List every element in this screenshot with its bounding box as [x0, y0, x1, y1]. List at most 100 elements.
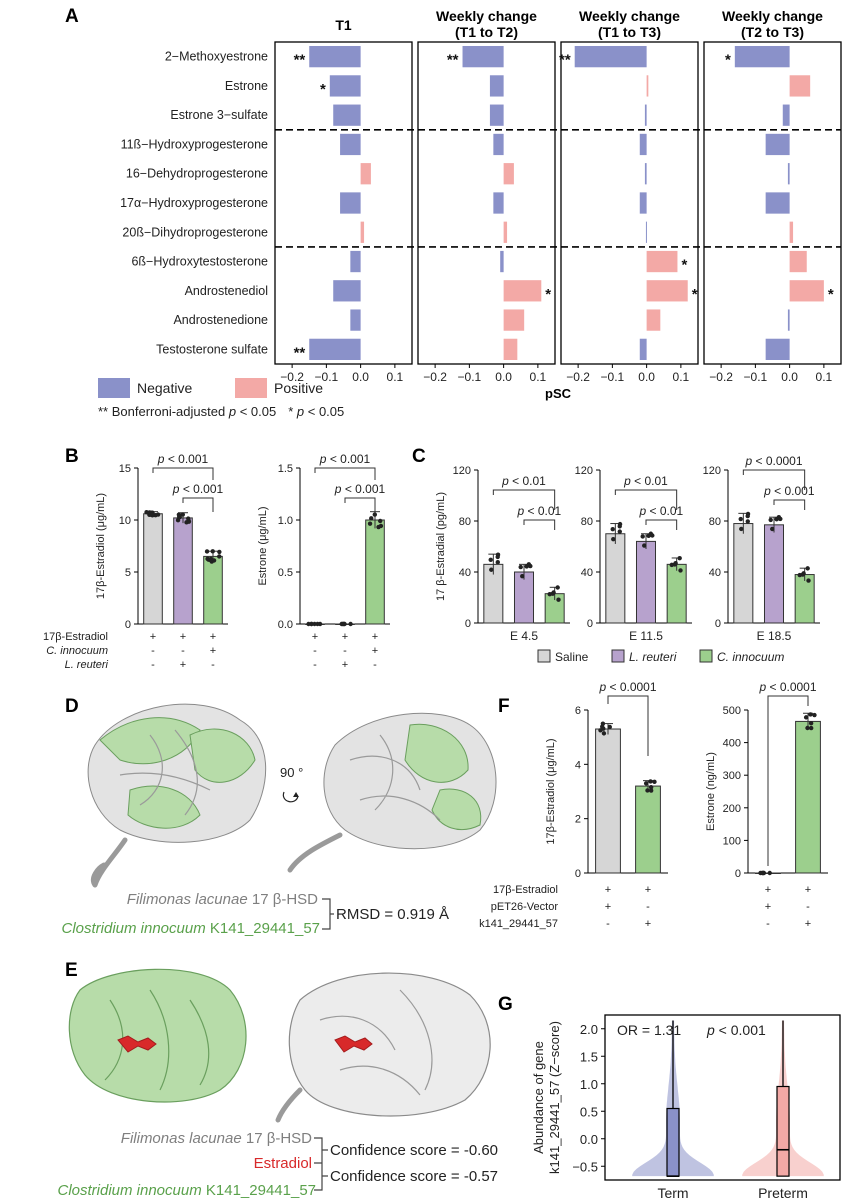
- panel-b2-dot-0-4: [309, 621, 314, 627]
- panel-f-rowlabel-2: k141_29441_57: [479, 918, 558, 930]
- panel-b2-p0-bracket: [314, 467, 376, 480]
- panel-b1-p1-p-italic: p: [172, 482, 180, 496]
- panel-a-ticklabel-2-2: 0.0: [638, 370, 655, 384]
- panel-c-1-yticklabel-2: 80: [581, 516, 593, 528]
- panel-f2-p0-bracket: [767, 695, 809, 866]
- panel-c-1-dot-1-0: [640, 534, 645, 539]
- panel-b2-sign-0-1: +: [342, 631, 348, 643]
- rotate-arrowhead-icon: [293, 792, 299, 797]
- footnote-p1: p: [228, 404, 236, 419]
- panel-b1-p0-pvalue: p < 0.001: [157, 452, 209, 466]
- panel-a-bar-3-7: [789, 250, 807, 273]
- panel-a-legend: Negative Positive ** Bonferroni-adjusted…: [98, 378, 344, 419]
- panel-c-cat-1: E 11.5: [629, 629, 663, 643]
- bracket-d: [322, 898, 334, 930]
- panel-c-legend-label-0: Saline: [555, 650, 589, 664]
- panel-c-1-p0-p-rest: < 0.01: [631, 474, 668, 488]
- panel-c-2-yticklabel-3: 120: [703, 465, 721, 477]
- panel-f1-dot-1-4: [643, 781, 649, 786]
- panel-f2-yticklabel-1: 100: [723, 835, 741, 847]
- panel-c-0-p0-p-rest: < 0.01: [509, 474, 546, 488]
- panel-b1-bar-2: [203, 555, 223, 625]
- panel-f2-dot-0-5: [760, 870, 765, 876]
- panel-g-ylabel-1: Abundance of gene: [531, 1041, 546, 1154]
- panel-f1-dot-0-1: [601, 731, 607, 736]
- panel-b2-sign-0-2: +: [372, 631, 378, 643]
- panel-c-1-p0-p-italic: p: [623, 474, 631, 488]
- panel-c-0-dot-2-4: [555, 585, 560, 590]
- panel-a-bar-3-1: [789, 75, 811, 97]
- panel-a-frame-0: [274, 41, 413, 365]
- panel-c-1-p0-bracket: [614, 489, 678, 510]
- panel-b1-sign-0-1: +: [180, 631, 186, 643]
- panel-g-cat-0: Term: [657, 1185, 688, 1201]
- panel-c-2-p1-bracket: [773, 499, 806, 510]
- panel-f2-ylabel: Estrone (ng/mL): [705, 752, 717, 831]
- panel-b1-dot-0-9: [149, 510, 154, 515]
- panel-f1-sign-0-0: +: [605, 884, 611, 896]
- panel-b2-dot-0-5: [306, 621, 311, 627]
- panel-c-1-dot-1-2: [642, 543, 647, 548]
- panel-a-bar-2-1: [646, 75, 649, 97]
- panel-f1-p0-pvalue: p < 0.0001: [598, 680, 656, 694]
- panel-a-ticklabel-0-0: −0.2: [280, 370, 304, 384]
- panel-b1-bar-0: [143, 513, 163, 625]
- panel-b1-dot-2-7: [217, 554, 222, 559]
- panel-f1-dot-1-3: [648, 779, 653, 784]
- panel-c-1-p1-p-italic: p: [638, 504, 646, 518]
- panel-f1-yticklabel-2: 4: [575, 759, 581, 771]
- panel-a-bar-1-3: [493, 133, 504, 156]
- panel-f1-yticklabel-1: 2: [575, 814, 581, 826]
- panel-b-rowlabel-1: C. innocuum: [46, 645, 108, 657]
- panel-f2-dot-1-5: [808, 720, 814, 726]
- panel-a-star-2-0: **: [559, 52, 571, 69]
- panel-c-0-yticklabel-1: 40: [459, 567, 471, 579]
- enzyme-k141-d: K141_29441_57: [206, 920, 320, 937]
- panel-a-bar-0-4: [360, 163, 371, 185]
- panel-f1-bar-0: [595, 728, 621, 874]
- footnote-p2: p: [296, 404, 304, 419]
- protein-docking-left: [68, 968, 247, 1103]
- panel-f2-dot-1-4: [803, 715, 809, 720]
- panel-a-bar-0-3: [340, 133, 361, 156]
- panel-a-star-3-0: *: [725, 52, 731, 69]
- panel-c-legend-label-2: C. innocuum: [717, 650, 784, 664]
- panel-b1-dot-2-6: [211, 558, 217, 563]
- panel-b2-yticklabel-3: 1.5: [278, 463, 293, 475]
- enzyme-hsd-d: 17 β-HSD: [248, 891, 318, 908]
- significance-footnote: ** Bonferroni-adjusted p < 0.05 * p < 0.0…: [98, 404, 344, 419]
- panel-c-1-p1-p-rest: < 0.01: [646, 504, 683, 518]
- panel-a-bar-3-3: [765, 133, 790, 156]
- panel-f1-yticklabel-3: 6: [575, 705, 581, 717]
- panel-a-ticklabel-1-1: −0.1: [458, 370, 482, 384]
- panel-c-2-dot-1-4: [776, 514, 782, 520]
- panel-c-legend-swatch-0: [537, 649, 551, 663]
- panel-a-bar-0-0: [309, 46, 361, 68]
- panel-f1-dot-1-5: [648, 785, 654, 790]
- panel-c-legend-swatch-1: [611, 649, 625, 663]
- panel-a-bar-1-6: [503, 221, 508, 243]
- panel-c-legend-label-1: L. reuteri: [629, 650, 677, 664]
- species-clostridium-d: Clostridium innocuum: [61, 920, 205, 937]
- panel-c-1-yticklabel-1: 40: [581, 567, 593, 579]
- enzyme-hsd-e: 17 β-HSD: [242, 1130, 312, 1147]
- panel-g-yticklabel-3: 1.0: [580, 1077, 598, 1092]
- panel-c-1-dot-0-1: [617, 529, 622, 534]
- panel-a-bar-2-0: [574, 46, 647, 68]
- panel-b1-dot-1-7: [180, 512, 186, 517]
- panel-a-ticklabel-2-1: −0.1: [601, 370, 625, 384]
- panel-b1-dot-0-5: [144, 510, 149, 515]
- panel-c-2-yticklabel-2: 80: [709, 516, 721, 528]
- legend-negative-label: Negative: [137, 380, 192, 396]
- panel-c-2-bar-2: [794, 574, 815, 624]
- panel-a-bar-2-2: [644, 104, 647, 126]
- panel-c-charts: 0 40 80 120 17 β-Estradial (pg/mL) E 4.5 p < 0…: [435, 454, 820, 664]
- panel-b2-dot-2-4: [376, 524, 381, 530]
- panel-b2-yticklabel-2: 1.0: [278, 515, 293, 527]
- panel-c-2-p0-p-rest: < 0.0001: [752, 454, 803, 468]
- panel-c-2-dot-2-0: [806, 578, 811, 583]
- panel-label-a: A: [65, 6, 79, 27]
- panel-a-star-1-8: *: [545, 286, 551, 303]
